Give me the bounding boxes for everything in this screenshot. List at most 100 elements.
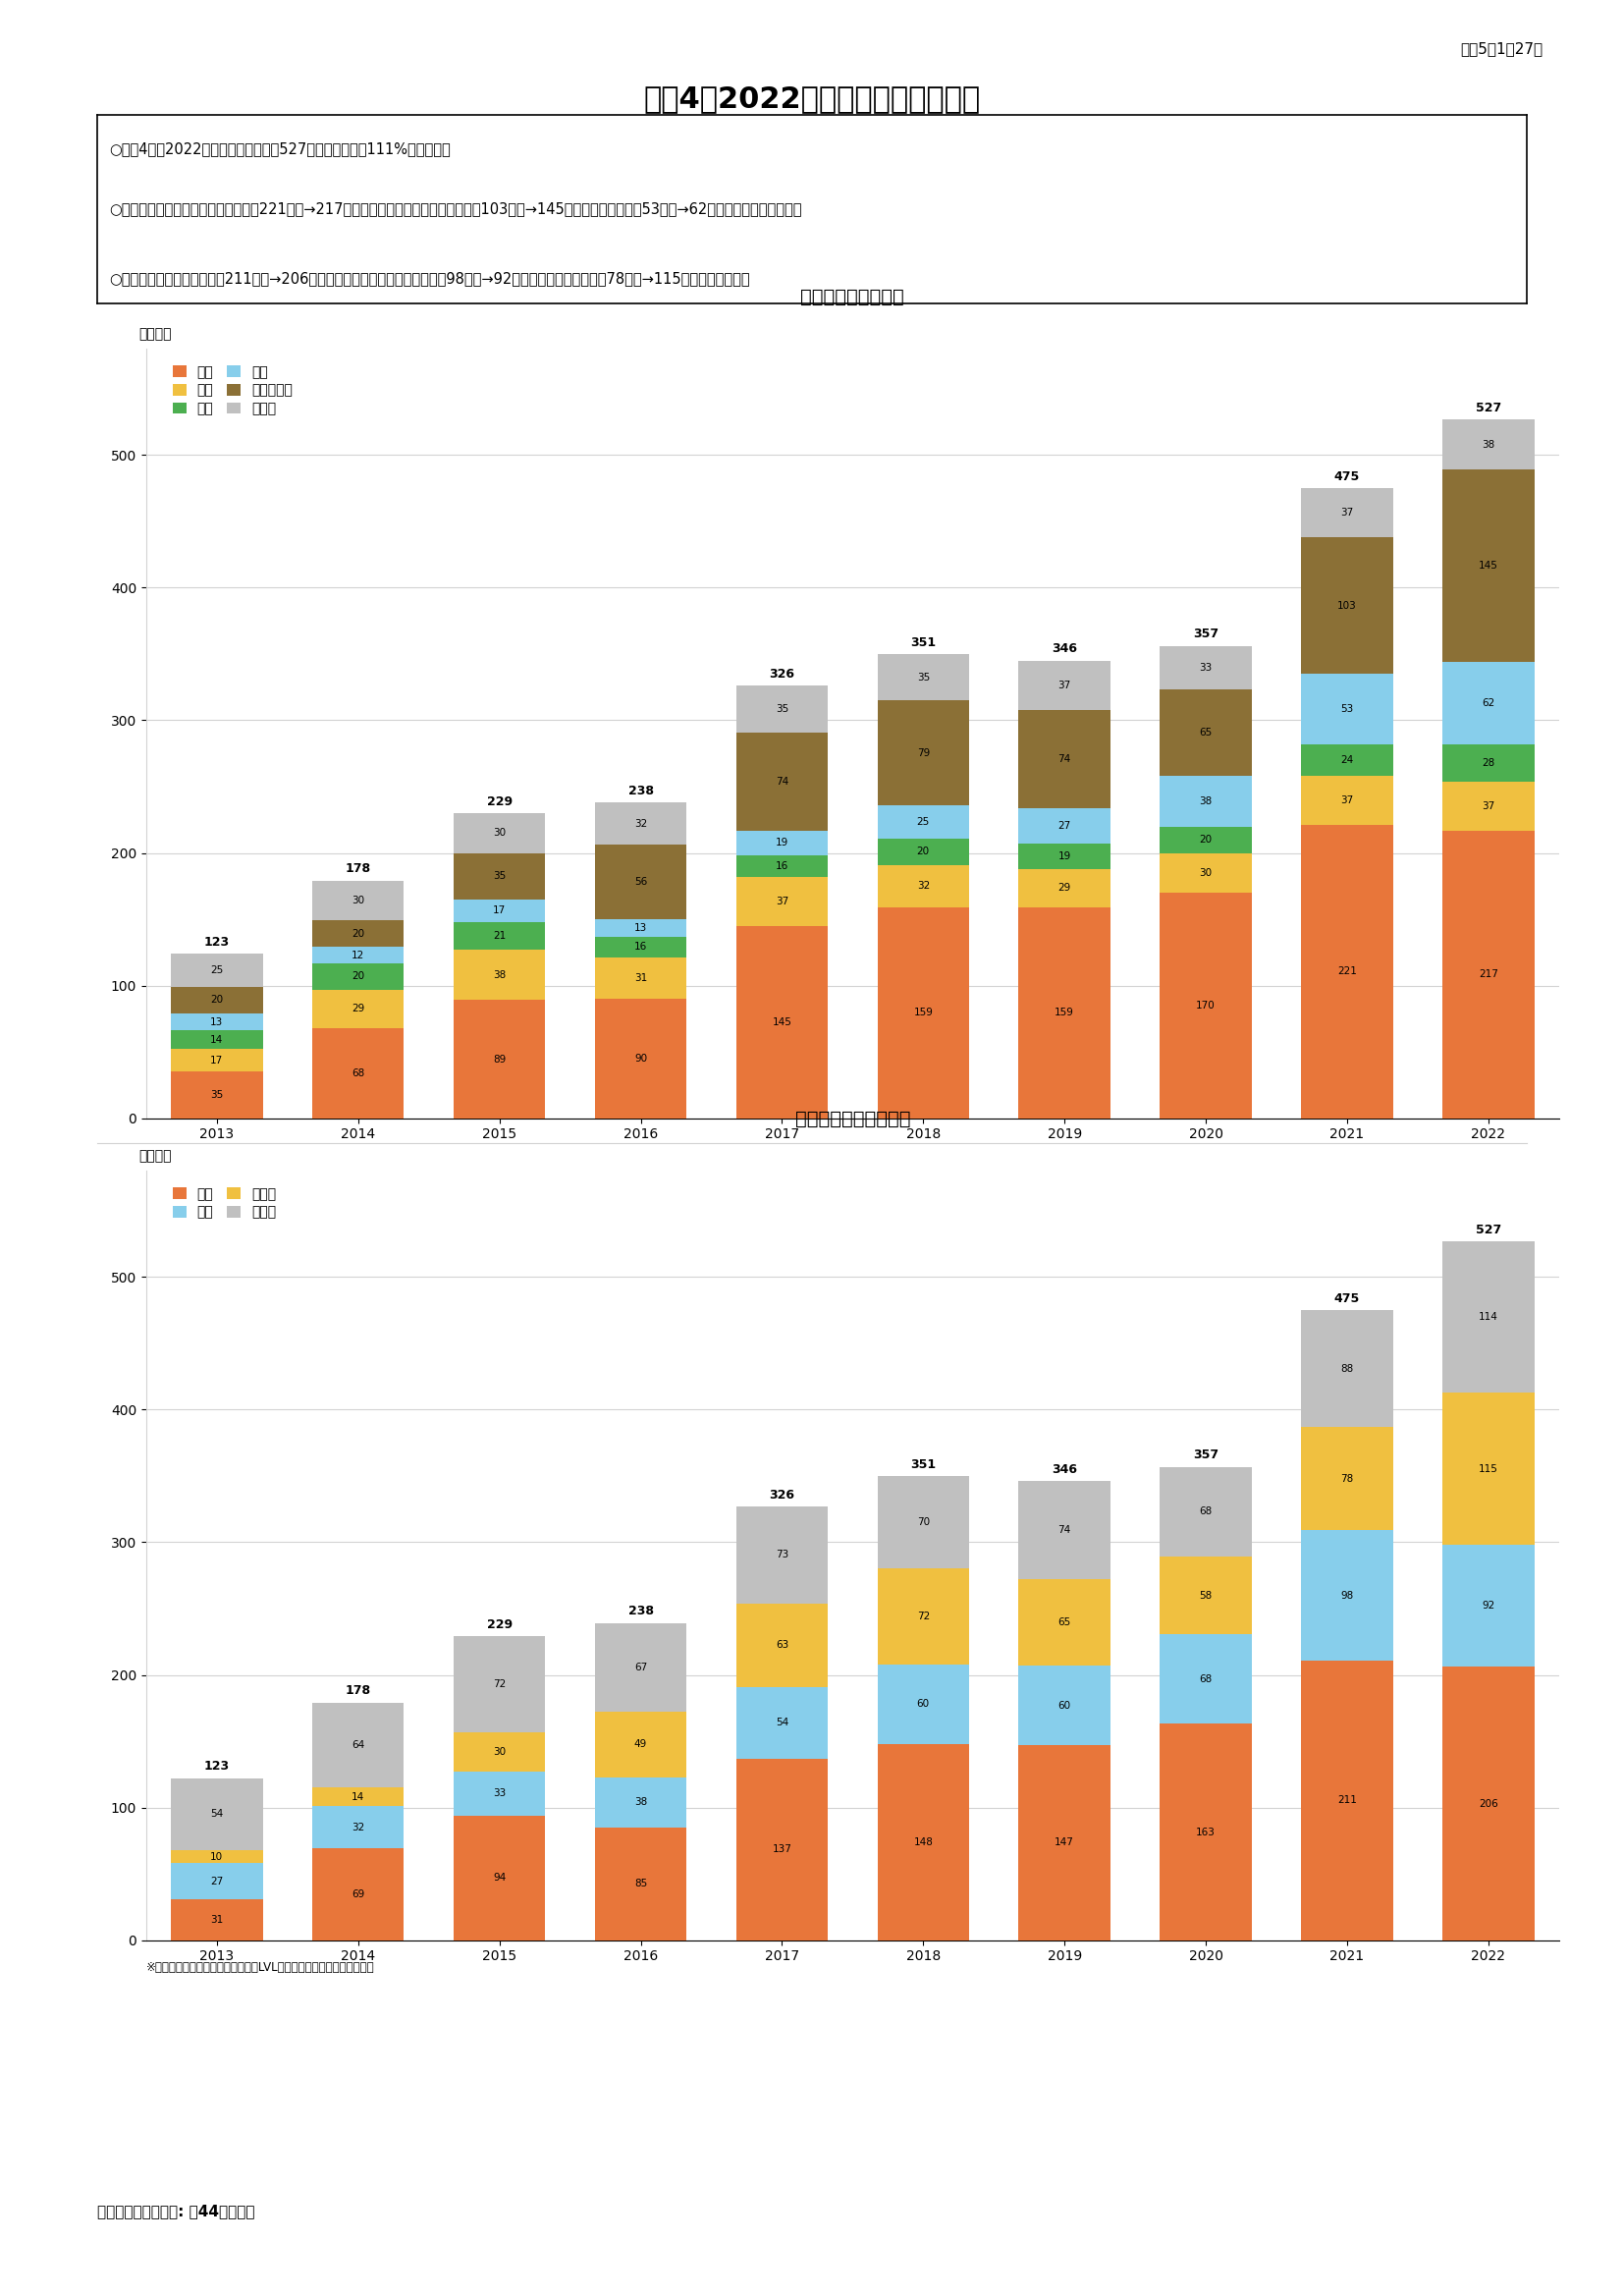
Bar bbox=[1442, 1667, 1535, 1940]
Bar bbox=[453, 1731, 546, 1773]
Bar bbox=[171, 1072, 263, 1118]
Bar bbox=[312, 882, 404, 921]
Text: ※製材には改良木材を、合板等にはLVLやパーティクルボード等を含む: ※製材には改良木材を、合板等にはLVLやパーティクルボード等を含む bbox=[146, 1961, 375, 1975]
Text: 30: 30 bbox=[1200, 868, 1212, 877]
Bar bbox=[1160, 1724, 1252, 1940]
Bar bbox=[453, 900, 546, 923]
Bar bbox=[736, 1603, 828, 1688]
Text: 37: 37 bbox=[1340, 797, 1354, 806]
Text: 357: 357 bbox=[1194, 1449, 1218, 1460]
Text: 74: 74 bbox=[775, 776, 789, 785]
Text: 217: 217 bbox=[1478, 969, 1499, 978]
Bar bbox=[1442, 661, 1535, 744]
Text: 37: 37 bbox=[775, 895, 789, 907]
Text: 財務省「貿易統計」: 第44類を集計: 財務省「貿易統計」: 第44類を集計 bbox=[97, 2204, 255, 2218]
Bar bbox=[1160, 1635, 1252, 1724]
Bar bbox=[453, 1816, 546, 1940]
Text: 475: 475 bbox=[1335, 1293, 1359, 1304]
Text: 14: 14 bbox=[351, 1791, 365, 1802]
Bar bbox=[1160, 645, 1252, 689]
Bar bbox=[1301, 776, 1393, 824]
Text: 12: 12 bbox=[351, 951, 365, 960]
Bar bbox=[171, 987, 263, 1013]
Text: 170: 170 bbox=[1197, 1001, 1215, 1010]
Text: 357: 357 bbox=[1194, 629, 1218, 641]
Text: 88: 88 bbox=[1340, 1364, 1354, 1373]
Legend: 中国, 韓国, 台湾, 米国, フィリピン, その他: 中国, 韓国, 台湾, 米国, フィリピン, その他 bbox=[167, 360, 299, 422]
Text: 527: 527 bbox=[1476, 402, 1501, 413]
Bar bbox=[171, 953, 263, 987]
Text: 38: 38 bbox=[1199, 797, 1213, 806]
Bar bbox=[594, 1828, 687, 1940]
Text: 351: 351 bbox=[911, 636, 935, 650]
Text: 89: 89 bbox=[492, 1054, 507, 1063]
Text: 74: 74 bbox=[1057, 1525, 1072, 1536]
Text: 20: 20 bbox=[352, 930, 364, 939]
Bar bbox=[736, 1759, 828, 1940]
Text: 令和5年1月27日: 令和5年1月27日 bbox=[1460, 41, 1543, 55]
Text: 67: 67 bbox=[633, 1662, 648, 1671]
Text: 20: 20 bbox=[1200, 836, 1212, 845]
Bar bbox=[594, 845, 687, 918]
Bar bbox=[1301, 1426, 1393, 1531]
Text: 114: 114 bbox=[1478, 1311, 1499, 1322]
Text: 54: 54 bbox=[775, 1717, 789, 1727]
Bar bbox=[877, 1568, 970, 1665]
Bar bbox=[171, 1851, 263, 1864]
Text: 25: 25 bbox=[916, 817, 931, 827]
Text: 10: 10 bbox=[211, 1851, 222, 1862]
Text: 60: 60 bbox=[918, 1699, 929, 1708]
Text: 53: 53 bbox=[1340, 705, 1354, 714]
Bar bbox=[1160, 1557, 1252, 1635]
Text: 78: 78 bbox=[1340, 1474, 1354, 1483]
Text: 60: 60 bbox=[1059, 1701, 1070, 1711]
Text: 72: 72 bbox=[492, 1678, 507, 1690]
Text: 13: 13 bbox=[209, 1017, 224, 1026]
Bar bbox=[1442, 1242, 1535, 1391]
Text: 58: 58 bbox=[1199, 1591, 1213, 1600]
Bar bbox=[453, 1773, 546, 1816]
Text: 527: 527 bbox=[1476, 1224, 1501, 1235]
Text: 62: 62 bbox=[1481, 698, 1496, 707]
Text: 19: 19 bbox=[1057, 852, 1072, 861]
Bar bbox=[1018, 808, 1111, 843]
Bar bbox=[1018, 1665, 1111, 1745]
Bar bbox=[1018, 709, 1111, 808]
Bar bbox=[453, 1637, 546, 1731]
Text: 35: 35 bbox=[916, 673, 931, 682]
Bar bbox=[312, 1704, 404, 1789]
Bar bbox=[312, 1029, 404, 1118]
Text: 49: 49 bbox=[633, 1740, 648, 1750]
Text: 211: 211 bbox=[1337, 1795, 1358, 1805]
Text: 326: 326 bbox=[770, 668, 794, 680]
Text: 229: 229 bbox=[487, 1619, 512, 1630]
Bar bbox=[1301, 675, 1393, 744]
Text: 28: 28 bbox=[1481, 758, 1496, 767]
Text: 98: 98 bbox=[1340, 1591, 1354, 1600]
Text: 94: 94 bbox=[492, 1874, 507, 1883]
Text: 35: 35 bbox=[492, 870, 507, 882]
Bar bbox=[877, 838, 970, 866]
Bar bbox=[594, 999, 687, 1118]
Bar bbox=[594, 918, 687, 937]
Text: 85: 85 bbox=[633, 1878, 648, 1890]
Text: 16: 16 bbox=[633, 941, 648, 953]
Text: 30: 30 bbox=[494, 1747, 505, 1756]
Text: 31: 31 bbox=[633, 974, 648, 983]
Bar bbox=[171, 1864, 263, 1899]
Text: 221: 221 bbox=[1337, 967, 1358, 976]
Bar bbox=[1018, 868, 1111, 907]
Bar bbox=[1160, 1467, 1252, 1557]
Bar bbox=[171, 1899, 263, 1940]
Bar bbox=[1018, 1745, 1111, 1940]
Text: 24: 24 bbox=[1340, 755, 1354, 765]
Text: ○品目別では、丸太が減少（211億円→206億円）しており、製材はやや減少（98億円→92億円）、合板等は増加（78億円→115億円）している。: ○品目別では、丸太が減少（211億円→206億円）しており、製材はやや減少（98… bbox=[109, 271, 750, 287]
Bar bbox=[1301, 1660, 1393, 1940]
Text: 17: 17 bbox=[492, 905, 507, 916]
Text: 206: 206 bbox=[1479, 1798, 1497, 1809]
Bar bbox=[1160, 827, 1252, 852]
Text: 27: 27 bbox=[209, 1876, 224, 1885]
Text: 37: 37 bbox=[1481, 801, 1496, 810]
Text: 351: 351 bbox=[911, 1458, 935, 1472]
Text: 木材輸出額（品目別）: 木材輸出額（品目別） bbox=[794, 1109, 911, 1130]
